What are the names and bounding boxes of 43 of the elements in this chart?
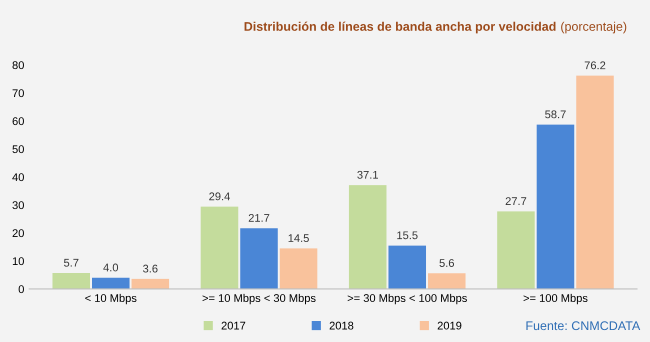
chart-title: Distribución de líneas de banda ancha por velocidad bbox=[244, 22, 556, 34]
bar bbox=[132, 278, 170, 289]
data-label: 29.4 bbox=[209, 192, 230, 200]
y-tick-label: 30 bbox=[12, 201, 24, 210]
bar bbox=[576, 76, 614, 289]
bar bbox=[348, 185, 386, 289]
data-label: 4.0 bbox=[103, 264, 118, 272]
bar bbox=[388, 246, 426, 289]
bar bbox=[536, 124, 574, 289]
y-tick-label: 80 bbox=[12, 61, 24, 70]
bar bbox=[52, 273, 90, 289]
data-label: 27.7 bbox=[506, 197, 526, 205]
legend-label: 2017 bbox=[222, 322, 246, 330]
data-label: 5.6 bbox=[439, 259, 454, 267]
bar bbox=[280, 248, 318, 289]
legend-label: 2018 bbox=[330, 322, 354, 330]
bar bbox=[200, 206, 238, 289]
data-label: 14.5 bbox=[288, 234, 309, 242]
bar bbox=[497, 211, 535, 289]
y-tick-label: 50 bbox=[12, 145, 24, 154]
legend-label: 2019 bbox=[438, 322, 462, 330]
bar bbox=[92, 278, 130, 289]
chart-subtitle: (porcentaje) bbox=[561, 22, 626, 34]
bar bbox=[428, 273, 466, 289]
data-label: 3.6 bbox=[143, 264, 158, 273]
y-tick-label: 20 bbox=[12, 229, 24, 238]
data-label: 76.2 bbox=[584, 61, 606, 70]
data-label: 37.1 bbox=[357, 170, 378, 179]
x-tick-label: < 10 Mbps bbox=[85, 294, 136, 304]
data-label: 15.5 bbox=[397, 231, 418, 240]
x-tick-label: >= 10 Mbps < 30 Mbps bbox=[202, 294, 316, 304]
y-tick-label: 70 bbox=[12, 89, 24, 98]
source-note: Fuente: CNMCDATA bbox=[526, 321, 640, 330]
y-tick-label: 60 bbox=[12, 117, 24, 126]
data-label: 21.7 bbox=[248, 214, 270, 222]
x-tick-label: >= 100 Mbps bbox=[524, 294, 588, 304]
data-label: 58.7 bbox=[545, 110, 566, 118]
y-tick-label: 40 bbox=[12, 173, 24, 182]
data-label: 5.7 bbox=[64, 258, 78, 267]
x-tick-label: >= 30 Mbps < 100 Mbps bbox=[348, 294, 467, 304]
bar bbox=[240, 228, 278, 289]
y-tick-label: 0 bbox=[18, 285, 24, 294]
y-tick-label: 10 bbox=[12, 257, 24, 266]
